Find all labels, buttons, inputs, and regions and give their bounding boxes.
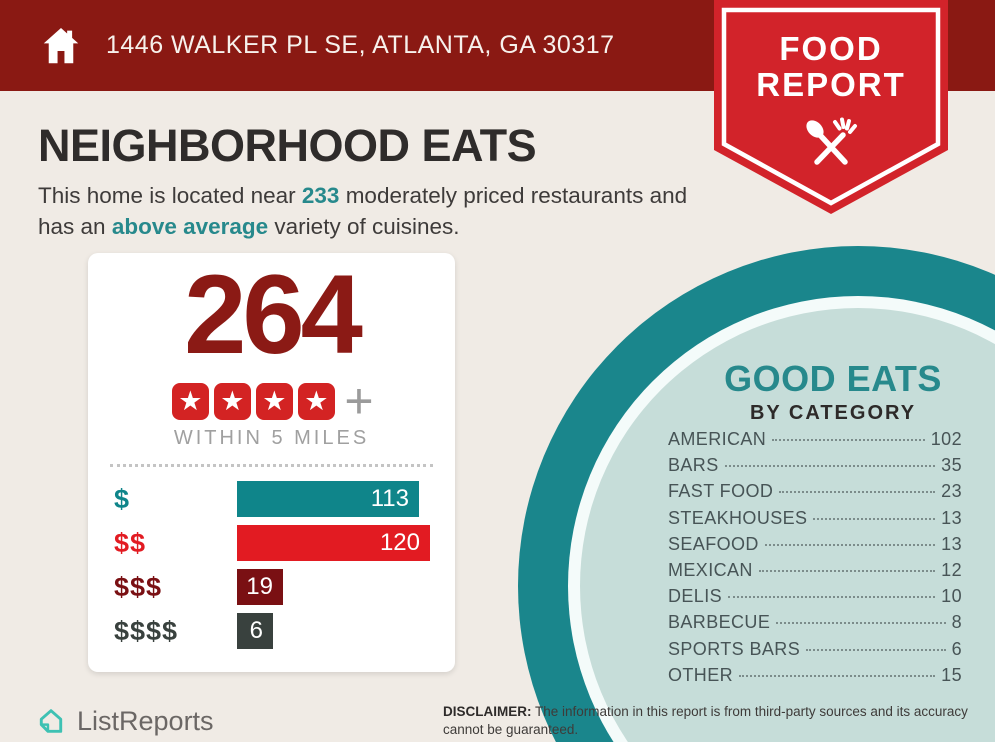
bar-row: $$$ 19 (114, 569, 455, 605)
ribbon-line1: FOOD (779, 30, 882, 67)
category-value: 10 (941, 586, 962, 607)
brand-name: ListReports (77, 705, 214, 736)
stats-card: 264 ★ ★ ★ ★ + WITHIN 5 MILES $113 $$ 120 $$$ 19 $… (88, 253, 455, 672)
star-icon: ★ (213, 382, 251, 420)
bar-row: $$ 120 (114, 525, 455, 561)
price-tier-label: $$$$ (114, 615, 179, 646)
star-icon: ★ (171, 382, 209, 420)
category-label: SEAFOOD (668, 533, 759, 554)
category-label: STEAKHOUSES (668, 507, 808, 528)
dotted-leader (724, 465, 936, 468)
category-row: STEAKHOUSES 13 (668, 508, 962, 534)
good-eats-heading: GOOD EATS BY CATEGORY (668, 358, 995, 425)
property-address: 1446 WALKER PL SE, ATLANTA, GA 30317 (106, 31, 615, 59)
bar-row: $113 (114, 481, 455, 517)
category-label: AMERICAN (668, 429, 767, 449)
dotted-leader (772, 439, 925, 441)
category-label: OTHER (668, 664, 733, 685)
category-row: MEXICAN 12 (668, 560, 962, 586)
category-value: 23 (941, 481, 962, 502)
listreports-brand: ListReports (34, 704, 214, 738)
category-value: 102 (930, 429, 962, 449)
listreports-logo-icon (39, 709, 63, 733)
category-value: 35 (941, 455, 962, 476)
category-value: 13 (941, 533, 962, 554)
category-row: SPORTS BARS 6 (668, 639, 962, 665)
price-tier-label: $ (114, 483, 131, 514)
home-icon (43, 27, 79, 63)
price-tier-bar-chart: $113 $$ 120 $$$ 19 $$$$ 6 (88, 479, 455, 649)
category-row: BARBECUE 8 (668, 612, 962, 638)
star-icon: ★ (297, 382, 335, 420)
disclaimer-label: DISCLAIMER: (443, 704, 532, 719)
intro-count: 233 (301, 183, 340, 208)
plus-sign: + (344, 373, 374, 429)
category-row: AMERICAN 102 (668, 429, 962, 455)
dotted-leader (806, 648, 946, 651)
dotted-leader (764, 543, 936, 546)
category-label: MEXICAN (668, 559, 753, 580)
dotted-leader (739, 674, 936, 677)
category-label: BARBECUE (668, 612, 771, 633)
intro-line2-post: variety of cuisines. (268, 214, 460, 240)
category-value: 6 (951, 638, 962, 659)
category-row: SEAFOOD 13 (668, 534, 962, 560)
radius-label: WITHIN 5 MILES (173, 427, 370, 449)
category-value: 8 (951, 612, 962, 633)
dotted-leader (728, 596, 936, 599)
disclaimer: DISCLAIMER: The information in this repo… (443, 703, 988, 739)
bar: 19 (237, 569, 283, 605)
category-label: SPORTS BARS (668, 638, 801, 659)
page-title: NEIGHBORHOOD EATS (38, 120, 537, 171)
category-value: 12 (941, 559, 962, 580)
fork-spoon-icon (806, 117, 857, 165)
dotted-divider (110, 464, 433, 467)
dotted-leader (776, 622, 946, 625)
category-row: BARS 35 (668, 455, 962, 481)
category-row: DELIS 10 (668, 586, 962, 612)
bar: 6 (237, 613, 273, 649)
dotted-leader (779, 491, 936, 494)
star-rating: ★ ★ ★ ★ + (88, 373, 455, 429)
bar: 113 (237, 481, 419, 517)
category-label: DELIS (668, 586, 723, 607)
category-row: FAST FOOD 23 (668, 481, 962, 507)
bar: 120 (237, 525, 430, 561)
category-value: 15 (941, 664, 962, 685)
intro-line1-pre: This home is located near (38, 183, 302, 208)
category-label: BARS (668, 455, 719, 476)
dotted-leader (813, 517, 936, 520)
ribbon-line2: REPORT (756, 66, 906, 103)
category-row: OTHER 15 (668, 665, 962, 691)
intro-text: This home is located near 233 moderately… (38, 180, 718, 242)
price-tier-label: $$$ (114, 571, 163, 602)
restaurant-total: 264 (184, 252, 363, 377)
price-tier-label: $$ (114, 527, 147, 558)
good-eats-title: GOOD EATS (724, 358, 942, 399)
food-report-ribbon: FOOD REPORT (714, 0, 948, 214)
intro-highlight: above average (111, 214, 269, 240)
star-icon: ★ (255, 382, 293, 420)
bar-row: $$$$ 6 (114, 613, 455, 649)
category-value: 13 (941, 507, 962, 528)
intro-line1-post: moderately priced restaurants and (339, 183, 688, 208)
good-eats-subtitle: BY CATEGORY (749, 402, 917, 424)
intro-line2-pre: has an (38, 214, 112, 240)
category-label: FAST FOOD (668, 481, 774, 502)
disclaimer-text: The information in this report is from t… (443, 704, 968, 737)
dotted-leader (758, 569, 936, 572)
category-list: AMERICAN 102 BARS 35 FAST FOOD 23 STEAKHOUSES 1… (668, 429, 962, 691)
